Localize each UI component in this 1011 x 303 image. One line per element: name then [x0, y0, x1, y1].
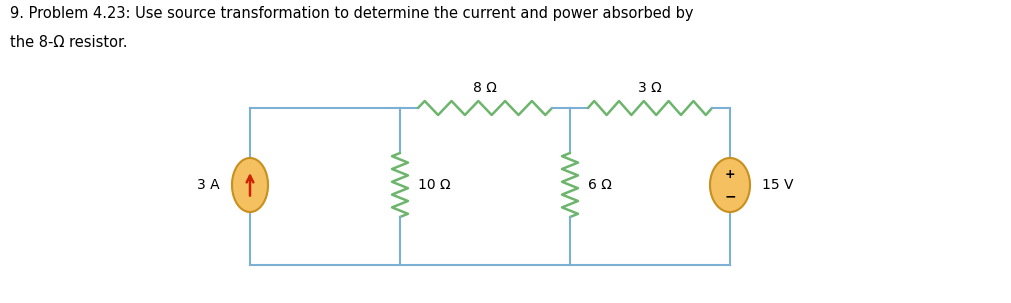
Text: 8 Ω: 8 Ω [472, 81, 496, 95]
Text: 6 Ω: 6 Ω [587, 178, 612, 192]
Polygon shape [710, 158, 749, 212]
Text: +: + [724, 168, 735, 181]
Text: 9. Problem 4.23: Use source transformation to determine the current and power ab: 9. Problem 4.23: Use source transformati… [10, 6, 693, 21]
Text: the 8-Ω resistor.: the 8-Ω resistor. [10, 35, 127, 50]
Text: 3 A: 3 A [197, 178, 219, 192]
Text: 3 Ω: 3 Ω [638, 81, 661, 95]
Polygon shape [232, 158, 268, 212]
Text: 15 V: 15 V [761, 178, 793, 192]
Text: 10 Ω: 10 Ω [418, 178, 450, 192]
Text: −: − [724, 189, 735, 203]
